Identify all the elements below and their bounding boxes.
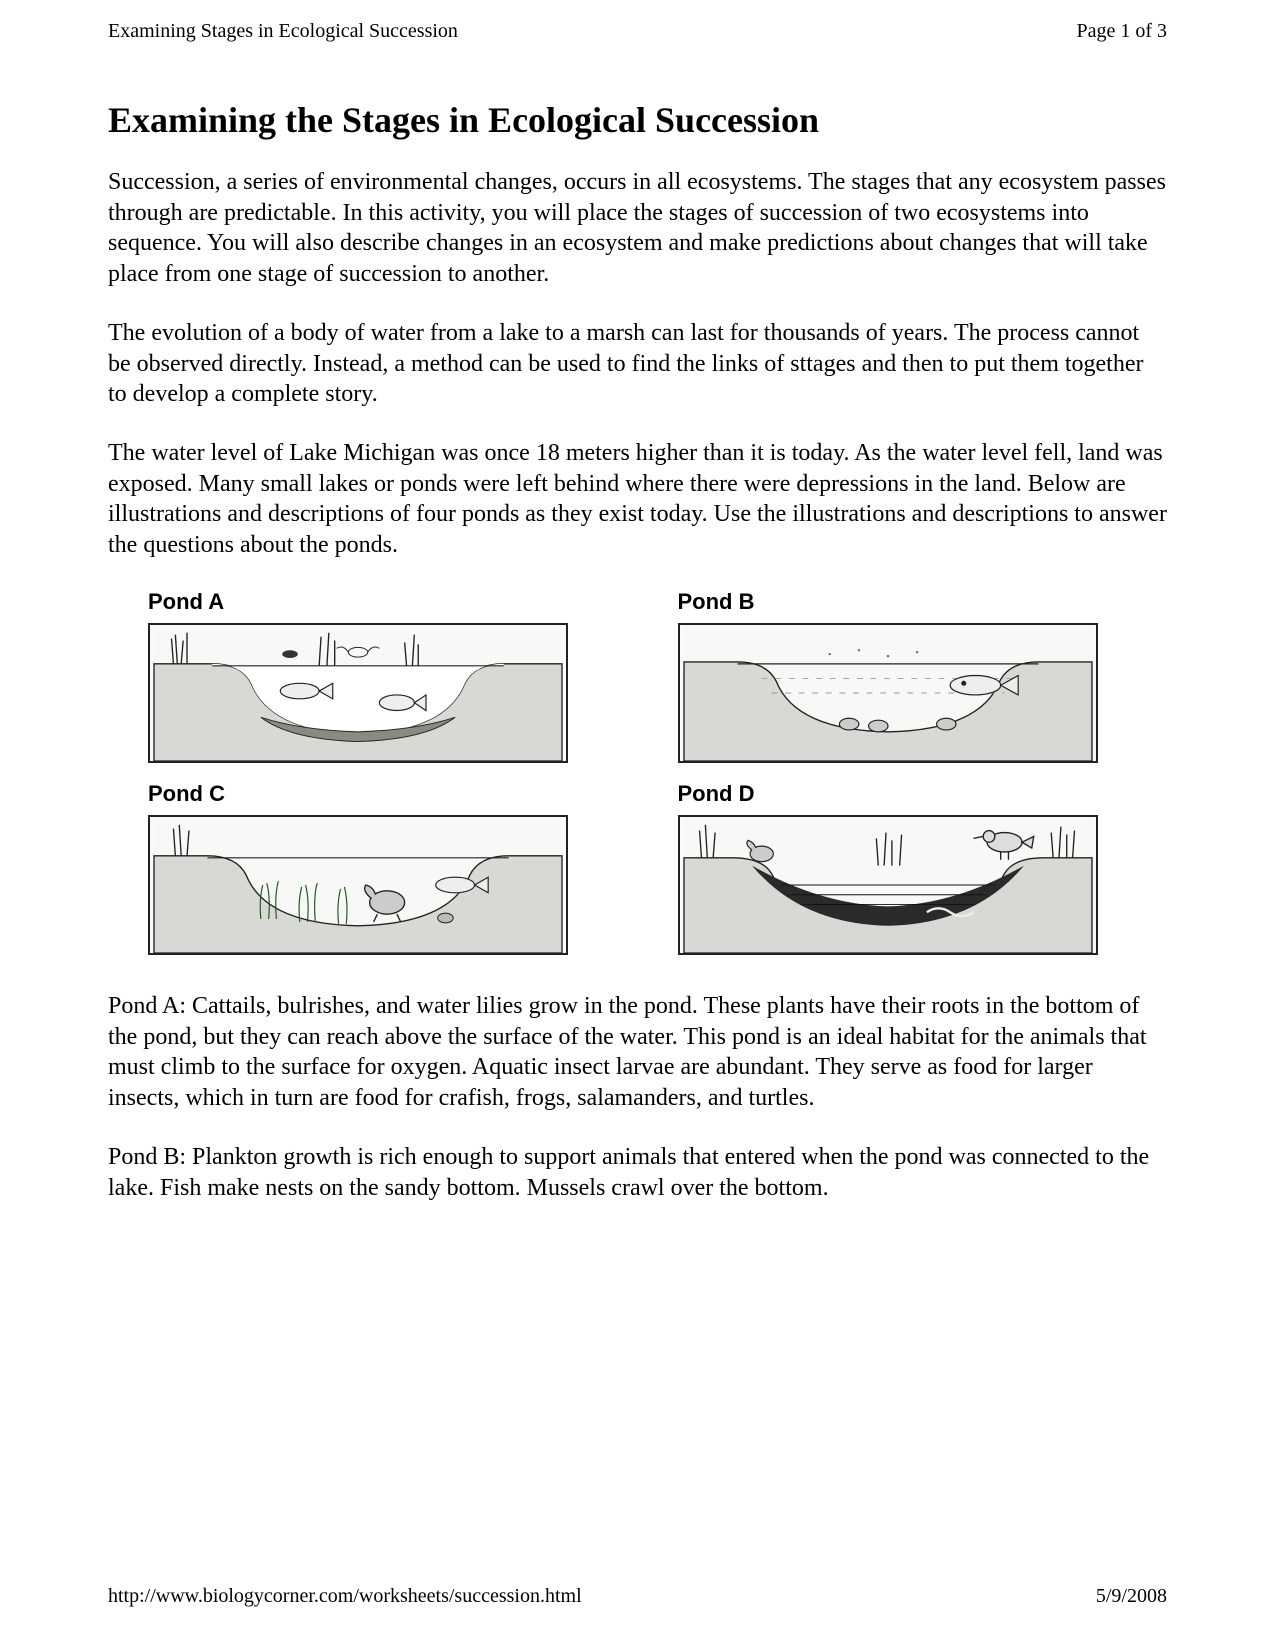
intro-paragraph-2: The evolution of a body of water from a … [108,318,1167,410]
pond-b-svg [680,625,1096,761]
pond-d-illustration [678,815,1098,955]
pond-a-svg [150,625,566,761]
pond-d-svg [680,817,1096,953]
intro-paragraph-3: The water level of Lake Michigan was onc… [108,438,1167,561]
pond-a-label: Pond A [148,589,618,615]
footer-date: 5/9/2008 [1096,1585,1167,1608]
header-right: Page 1 of 3 [1076,20,1167,43]
intro-paragraph-1: Succession, a series of environmental ch… [108,167,1167,290]
page-title: Examining the Stages in Ecological Succe… [108,99,1167,141]
footer-url: http://www.biologycorner.com/worksheets/… [108,1585,582,1608]
pond-d-label: Pond D [678,781,1148,807]
pond-a-illustration [148,623,568,763]
pond-c-svg [150,817,566,953]
pond-d-block: Pond D [678,781,1148,955]
page-header: Examining Stages in Ecological Successio… [108,20,1167,43]
pond-b-label: Pond B [678,589,1148,615]
pond-a-block: Pond A [148,589,618,763]
pond-b-block: Pond B [678,589,1148,763]
pond-c-block: Pond C [148,781,618,955]
frog-icon [282,650,298,658]
page-footer: http://www.biologycorner.com/worksheets/… [108,1585,1167,1608]
pond-c-label: Pond C [148,781,618,807]
pond-c-illustration [148,815,568,955]
pond-a-description: Pond A: Cattails, bulrishes, and water l… [108,991,1167,1114]
pond-b-illustration [678,623,1098,763]
pond-grid: Pond A [148,589,1147,955]
header-left: Examining Stages in Ecological Successio… [108,20,458,43]
pond-b-description: Pond B: Plankton growth is rich enough t… [108,1142,1167,1203]
